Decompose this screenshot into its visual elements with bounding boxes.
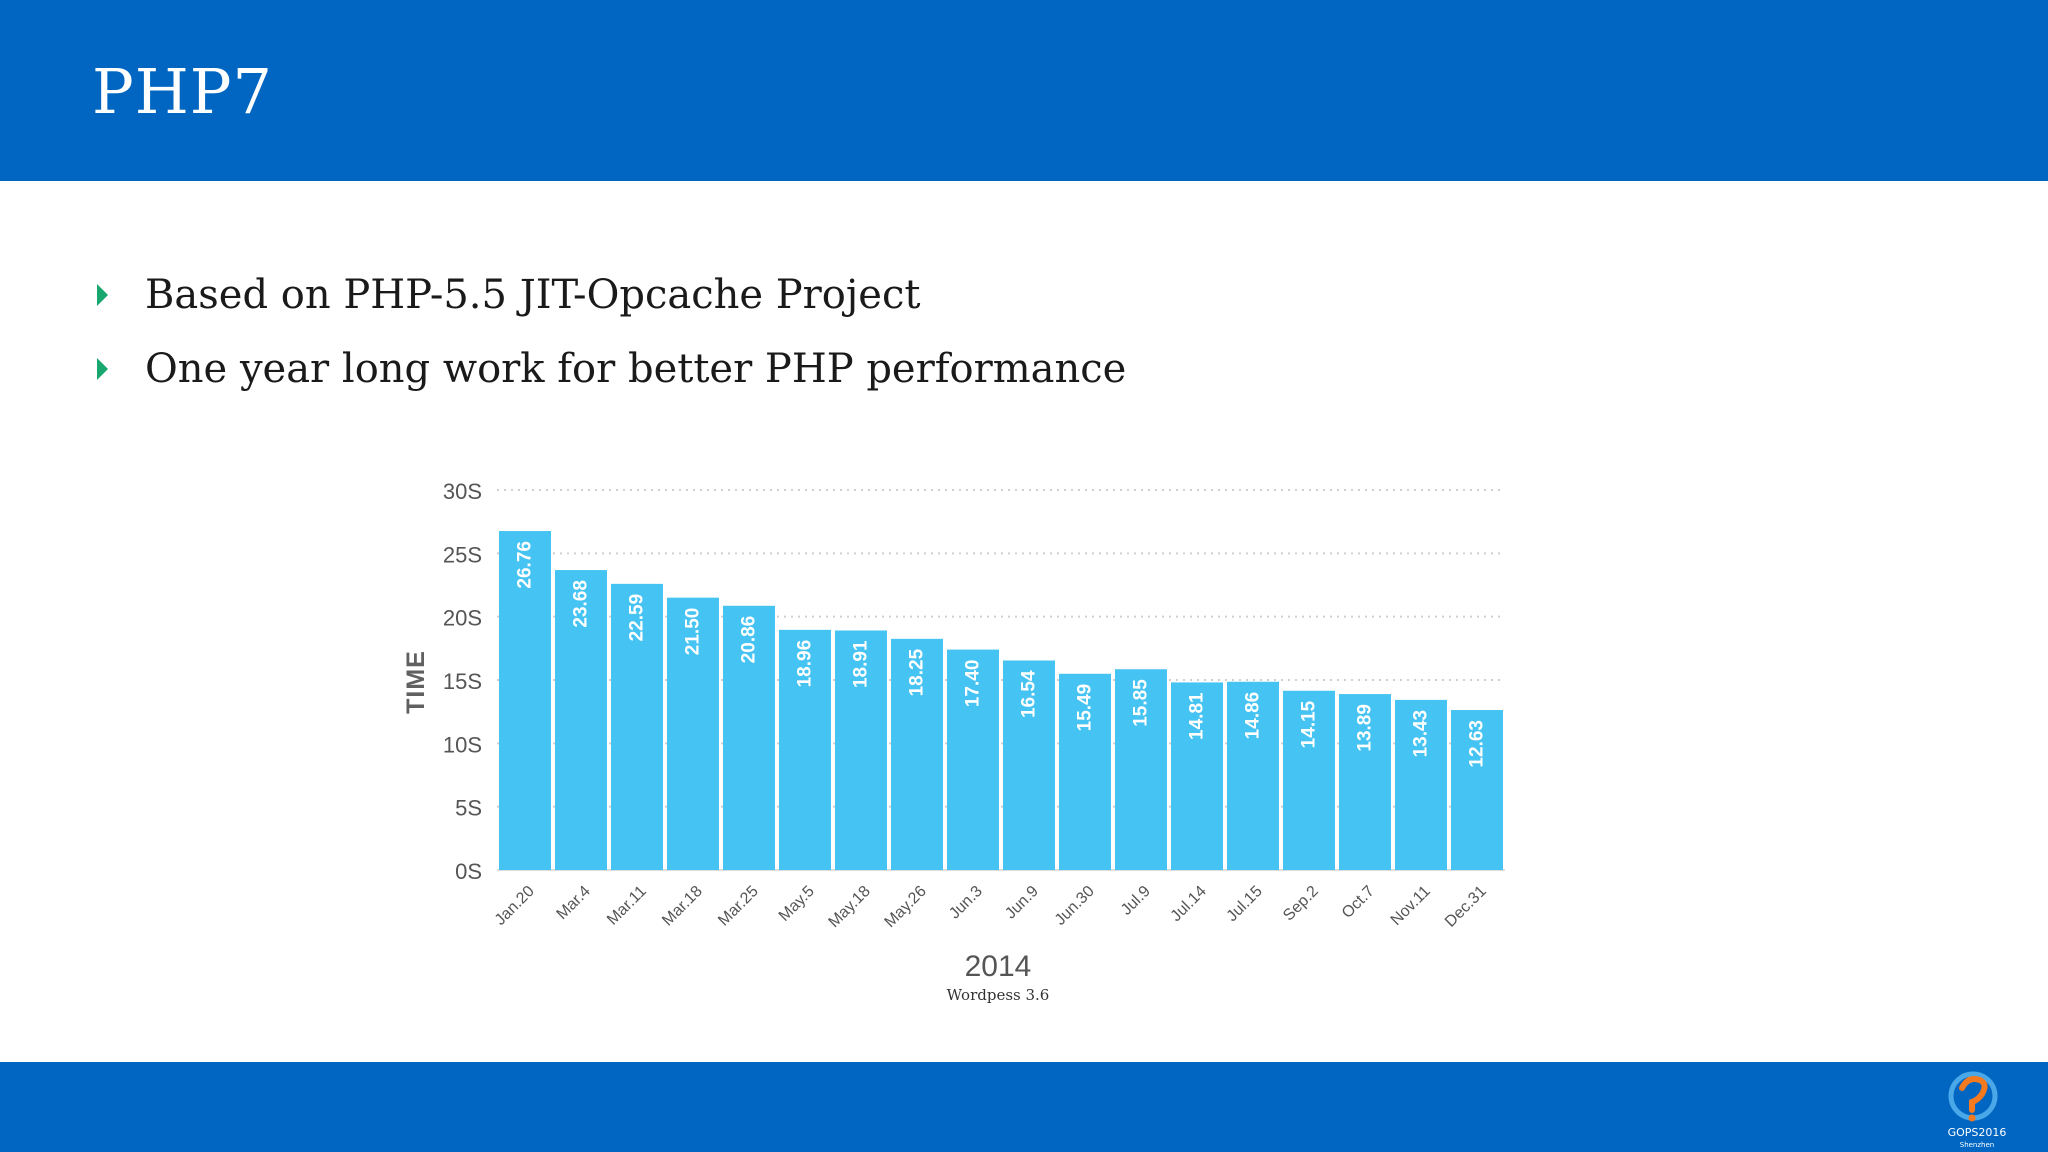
triangle-bullet-icon xyxy=(97,284,108,306)
x-tick-label: May.26 xyxy=(882,883,930,931)
bar xyxy=(723,605,775,870)
logo-text: GOPS2016 xyxy=(1947,1126,2007,1139)
y-tick-label: 25S xyxy=(443,542,482,567)
x-tick-label: Mar.4 xyxy=(554,883,594,923)
x-tick-label: Jun.9 xyxy=(1002,883,1042,923)
bar-value-label: 21.50 xyxy=(683,608,704,656)
x-tick-label: Dec.31 xyxy=(1442,883,1490,931)
y-axis-label: TIME xyxy=(402,650,430,714)
bar-value-label: 12.63 xyxy=(1467,720,1488,768)
bullet-item: One year long work for better PHP perfor… xyxy=(92,332,1126,406)
bar-value-label: 18.91 xyxy=(851,640,872,688)
x-tick-label: Oct.7 xyxy=(1339,883,1378,922)
bar-value-label: 18.25 xyxy=(907,648,928,696)
chart-bars xyxy=(499,531,1503,870)
bar xyxy=(1283,690,1335,870)
logo-subtext: Shenzhen xyxy=(1959,1141,1995,1149)
bar xyxy=(1339,694,1391,870)
bar-value-label: 26.76 xyxy=(515,541,536,589)
bar xyxy=(1171,682,1223,870)
bar xyxy=(891,638,943,870)
bar-value-label: 15.85 xyxy=(1131,679,1152,727)
y-tick-label: 0S xyxy=(455,859,482,884)
bar xyxy=(611,583,663,870)
triangle-bullet-icon xyxy=(97,358,108,380)
bar xyxy=(779,629,831,870)
bar-value-label: 16.54 xyxy=(1019,670,1040,718)
x-tick-label: Jul.9 xyxy=(1118,883,1154,919)
bar-chart: 0S 5S 10S 15S 20S 25S 30S 26.76 23.68 22.59 21.50… xyxy=(402,479,1505,1004)
bar-value-label: 14.86 xyxy=(1243,692,1264,740)
chart-subtitle: Wordpess 3.6 xyxy=(947,986,1050,1004)
bar-value-label: 18.96 xyxy=(795,640,816,688)
x-tick-label: Mar.11 xyxy=(604,883,650,929)
x-tick-label: Mar.25 xyxy=(715,883,762,930)
bar-value-label: 17.40 xyxy=(963,660,984,708)
y-tick-label: 30S xyxy=(443,479,482,504)
x-tick-label: Sep.2 xyxy=(1280,883,1322,925)
y-tick-label: 20S xyxy=(443,606,482,631)
bar-value-label: 22.59 xyxy=(627,594,648,642)
bar-value-label: 20.86 xyxy=(739,616,760,664)
bar xyxy=(1451,710,1503,870)
x-tick-label: Jan.20 xyxy=(492,883,538,929)
chart-value-labels: 26.76 23.68 22.59 21.50 20.86 18.96 18.91 18.25… xyxy=(515,541,1488,768)
bullet-item: Based on PHP-5.5 JIT-Opcache Project xyxy=(92,258,1126,332)
bar xyxy=(667,597,719,870)
x-tick-label: Jul.14 xyxy=(1168,883,1210,925)
bar-value-label: 13.43 xyxy=(1411,710,1432,758)
y-tick-label: 10S xyxy=(443,732,482,757)
y-axis: 0S 5S 10S 15S 20S 25S 30S xyxy=(443,479,482,884)
x-tick-label: May.18 xyxy=(826,883,874,931)
bar xyxy=(947,649,999,870)
bar xyxy=(555,570,607,870)
bar xyxy=(1227,681,1279,870)
y-tick-label: 5S xyxy=(455,796,482,821)
slide-footer xyxy=(0,1062,2048,1152)
bar xyxy=(1395,699,1447,870)
bar-value-label: 23.68 xyxy=(571,580,592,628)
bar-value-label: 15.49 xyxy=(1075,684,1096,732)
bar xyxy=(1003,660,1055,870)
x-tick-label: Jun.30 xyxy=(1052,883,1098,929)
x-axis: Jan.20 Mar.4 Mar.11 Mar.18 Mar.25 May.5 May.18… xyxy=(492,883,1490,931)
x-tick-label: Nov.11 xyxy=(1388,883,1434,929)
x-tick-label: May.5 xyxy=(776,883,818,925)
x-axis-label: 2014 xyxy=(965,950,1032,983)
slide-title: PHP7 xyxy=(92,55,273,128)
bar xyxy=(1059,673,1111,870)
gops-logo-icon xyxy=(1948,1071,1998,1122)
bar xyxy=(835,630,887,870)
slide-header: PHP7 xyxy=(0,0,2048,181)
x-tick-label: Jun.3 xyxy=(946,883,986,923)
bar xyxy=(1115,669,1167,870)
bullet-text: One year long work for better PHP perfor… xyxy=(145,346,1127,392)
x-tick-label: Mar.18 xyxy=(659,883,706,930)
bar-value-label: 14.81 xyxy=(1187,692,1208,740)
x-tick-label: Jul.15 xyxy=(1224,883,1266,925)
bar xyxy=(499,531,551,870)
chart-grid xyxy=(497,489,1505,871)
bar-value-label: 13.89 xyxy=(1355,704,1376,752)
bar-value-label: 14.15 xyxy=(1299,700,1320,748)
bullet-list: Based on PHP-5.5 JIT-Opcache Project One… xyxy=(92,258,1126,406)
bullet-text: Based on PHP-5.5 JIT-Opcache Project xyxy=(145,272,921,318)
y-tick-label: 15S xyxy=(443,669,482,694)
